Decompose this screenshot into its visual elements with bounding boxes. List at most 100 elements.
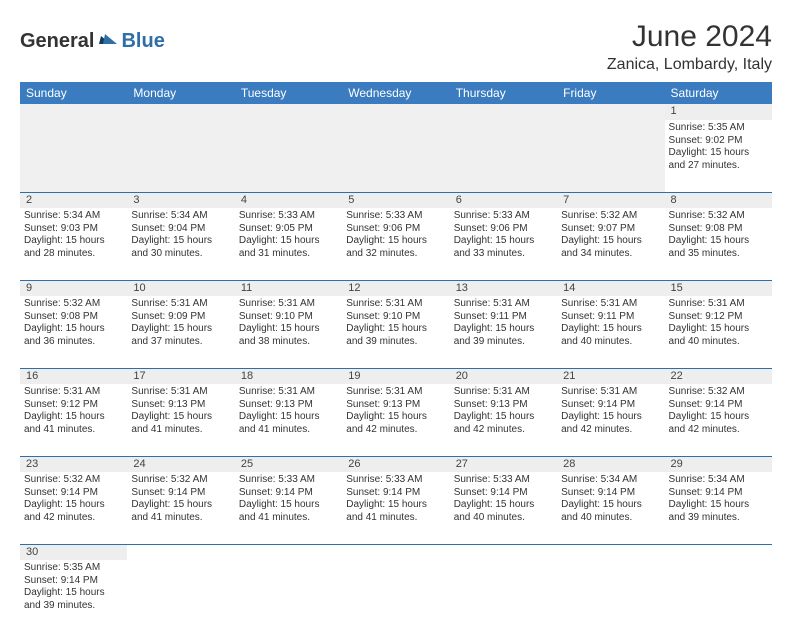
daynum-row: 1 [20, 104, 772, 120]
brand-text-2: Blue [121, 30, 164, 53]
day-number: 29 [665, 456, 772, 472]
day-number: 14 [557, 280, 664, 296]
day-number [235, 104, 342, 120]
day-number: 25 [235, 456, 342, 472]
day-details: Sunrise: 5:31 AMSunset: 9:12 PMDaylight:… [24, 386, 123, 436]
day-cell [450, 560, 557, 632]
day-cell [235, 120, 342, 192]
day-cell [665, 560, 772, 632]
week-row: Sunrise: 5:32 AMSunset: 9:14 PMDaylight:… [20, 472, 772, 544]
day-details: Sunrise: 5:31 AMSunset: 9:12 PMDaylight:… [669, 298, 768, 348]
day-number: 18 [235, 368, 342, 384]
day-number: 20 [450, 368, 557, 384]
day-details: Sunrise: 5:31 AMSunset: 9:10 PMDaylight:… [239, 298, 338, 348]
day-details: Sunrise: 5:32 AMSunset: 9:08 PMDaylight:… [24, 298, 123, 348]
day-details: Sunrise: 5:33 AMSunset: 9:06 PMDaylight:… [454, 210, 553, 260]
day-details: Sunrise: 5:34 AMSunset: 9:14 PMDaylight:… [669, 474, 768, 524]
day-cell: Sunrise: 5:32 AMSunset: 9:14 PMDaylight:… [20, 472, 127, 544]
day-details: Sunrise: 5:35 AMSunset: 9:14 PMDaylight:… [24, 562, 123, 612]
day-number: 12 [342, 280, 449, 296]
weekday-header: Monday [127, 82, 234, 104]
day-number [127, 104, 234, 120]
day-details: Sunrise: 5:31 AMSunset: 9:13 PMDaylight:… [454, 386, 553, 436]
flag-icon [99, 30, 119, 53]
day-details: Sunrise: 5:31 AMSunset: 9:13 PMDaylight:… [239, 386, 338, 436]
day-cell: Sunrise: 5:33 AMSunset: 9:14 PMDaylight:… [450, 472, 557, 544]
week-row: Sunrise: 5:31 AMSunset: 9:12 PMDaylight:… [20, 384, 772, 456]
day-number: 15 [665, 280, 772, 296]
week-row: Sunrise: 5:35 AMSunset: 9:14 PMDaylight:… [20, 560, 772, 632]
day-cell: Sunrise: 5:31 AMSunset: 9:12 PMDaylight:… [665, 296, 772, 368]
day-details: Sunrise: 5:35 AMSunset: 9:02 PMDaylight:… [669, 122, 768, 172]
day-details: Sunrise: 5:32 AMSunset: 9:07 PMDaylight:… [561, 210, 660, 260]
day-number [665, 544, 772, 560]
day-number: 22 [665, 368, 772, 384]
day-cell: Sunrise: 5:31 AMSunset: 9:09 PMDaylight:… [127, 296, 234, 368]
day-cell: Sunrise: 5:31 AMSunset: 9:13 PMDaylight:… [235, 384, 342, 456]
daynum-row: 2345678 [20, 192, 772, 208]
day-cell [342, 560, 449, 632]
week-row: Sunrise: 5:35 AMSunset: 9:02 PMDaylight:… [20, 120, 772, 192]
day-cell: Sunrise: 5:32 AMSunset: 9:14 PMDaylight:… [127, 472, 234, 544]
day-number: 11 [235, 280, 342, 296]
day-details: Sunrise: 5:31 AMSunset: 9:10 PMDaylight:… [346, 298, 445, 348]
day-cell [235, 560, 342, 632]
day-number: 6 [450, 192, 557, 208]
day-details: Sunrise: 5:31 AMSunset: 9:13 PMDaylight:… [131, 386, 230, 436]
day-number: 28 [557, 456, 664, 472]
day-details: Sunrise: 5:31 AMSunset: 9:14 PMDaylight:… [561, 386, 660, 436]
day-cell: Sunrise: 5:31 AMSunset: 9:12 PMDaylight:… [20, 384, 127, 456]
day-cell: Sunrise: 5:34 AMSunset: 9:03 PMDaylight:… [20, 208, 127, 280]
day-cell [127, 120, 234, 192]
page-title: June 2024 [607, 20, 772, 54]
day-cell: Sunrise: 5:31 AMSunset: 9:13 PMDaylight:… [342, 384, 449, 456]
daynum-row: 16171819202122 [20, 368, 772, 384]
day-cell: Sunrise: 5:31 AMSunset: 9:11 PMDaylight:… [450, 296, 557, 368]
day-details: Sunrise: 5:33 AMSunset: 9:14 PMDaylight:… [454, 474, 553, 524]
day-cell [450, 120, 557, 192]
day-cell: Sunrise: 5:33 AMSunset: 9:14 PMDaylight:… [235, 472, 342, 544]
day-details: Sunrise: 5:32 AMSunset: 9:08 PMDaylight:… [669, 210, 768, 260]
day-number: 4 [235, 192, 342, 208]
day-number: 21 [557, 368, 664, 384]
brand-logo: General Blue [20, 20, 165, 53]
day-cell [557, 560, 664, 632]
day-cell: Sunrise: 5:31 AMSunset: 9:11 PMDaylight:… [557, 296, 664, 368]
weekday-header-row: SundayMondayTuesdayWednesdayThursdayFrid… [20, 82, 772, 104]
calendar-table: SundayMondayTuesdayWednesdayThursdayFrid… [20, 82, 772, 632]
day-cell: Sunrise: 5:34 AMSunset: 9:14 PMDaylight:… [557, 472, 664, 544]
day-details: Sunrise: 5:31 AMSunset: 9:13 PMDaylight:… [346, 386, 445, 436]
day-details: Sunrise: 5:33 AMSunset: 9:14 PMDaylight:… [239, 474, 338, 524]
day-cell: Sunrise: 5:32 AMSunset: 9:08 PMDaylight:… [665, 208, 772, 280]
day-details: Sunrise: 5:32 AMSunset: 9:14 PMDaylight:… [131, 474, 230, 524]
day-cell: Sunrise: 5:31 AMSunset: 9:14 PMDaylight:… [557, 384, 664, 456]
day-cell: Sunrise: 5:34 AMSunset: 9:14 PMDaylight:… [665, 472, 772, 544]
day-cell [20, 120, 127, 192]
day-number: 16 [20, 368, 127, 384]
day-number: 23 [20, 456, 127, 472]
header: General Blue June 2024 Zanica, Lombardy,… [20, 20, 772, 74]
day-cell [342, 120, 449, 192]
weekday-header: Wednesday [342, 82, 449, 104]
day-number: 8 [665, 192, 772, 208]
weekday-header: Tuesday [235, 82, 342, 104]
day-number [557, 544, 664, 560]
day-cell: Sunrise: 5:33 AMSunset: 9:06 PMDaylight:… [342, 208, 449, 280]
day-number: 13 [450, 280, 557, 296]
day-details: Sunrise: 5:31 AMSunset: 9:09 PMDaylight:… [131, 298, 230, 348]
day-details: Sunrise: 5:31 AMSunset: 9:11 PMDaylight:… [454, 298, 553, 348]
day-number: 5 [342, 192, 449, 208]
day-cell: Sunrise: 5:32 AMSunset: 9:14 PMDaylight:… [665, 384, 772, 456]
week-row: Sunrise: 5:34 AMSunset: 9:03 PMDaylight:… [20, 208, 772, 280]
day-details: Sunrise: 5:31 AMSunset: 9:11 PMDaylight:… [561, 298, 660, 348]
weekday-header: Sunday [20, 82, 127, 104]
day-number [20, 104, 127, 120]
day-number: 10 [127, 280, 234, 296]
brand-text-1: General [20, 30, 94, 53]
day-cell: Sunrise: 5:35 AMSunset: 9:02 PMDaylight:… [665, 120, 772, 192]
day-number [342, 544, 449, 560]
page-subtitle: Zanica, Lombardy, Italy [607, 56, 772, 74]
day-number: 24 [127, 456, 234, 472]
day-cell: Sunrise: 5:32 AMSunset: 9:07 PMDaylight:… [557, 208, 664, 280]
day-cell: Sunrise: 5:34 AMSunset: 9:04 PMDaylight:… [127, 208, 234, 280]
